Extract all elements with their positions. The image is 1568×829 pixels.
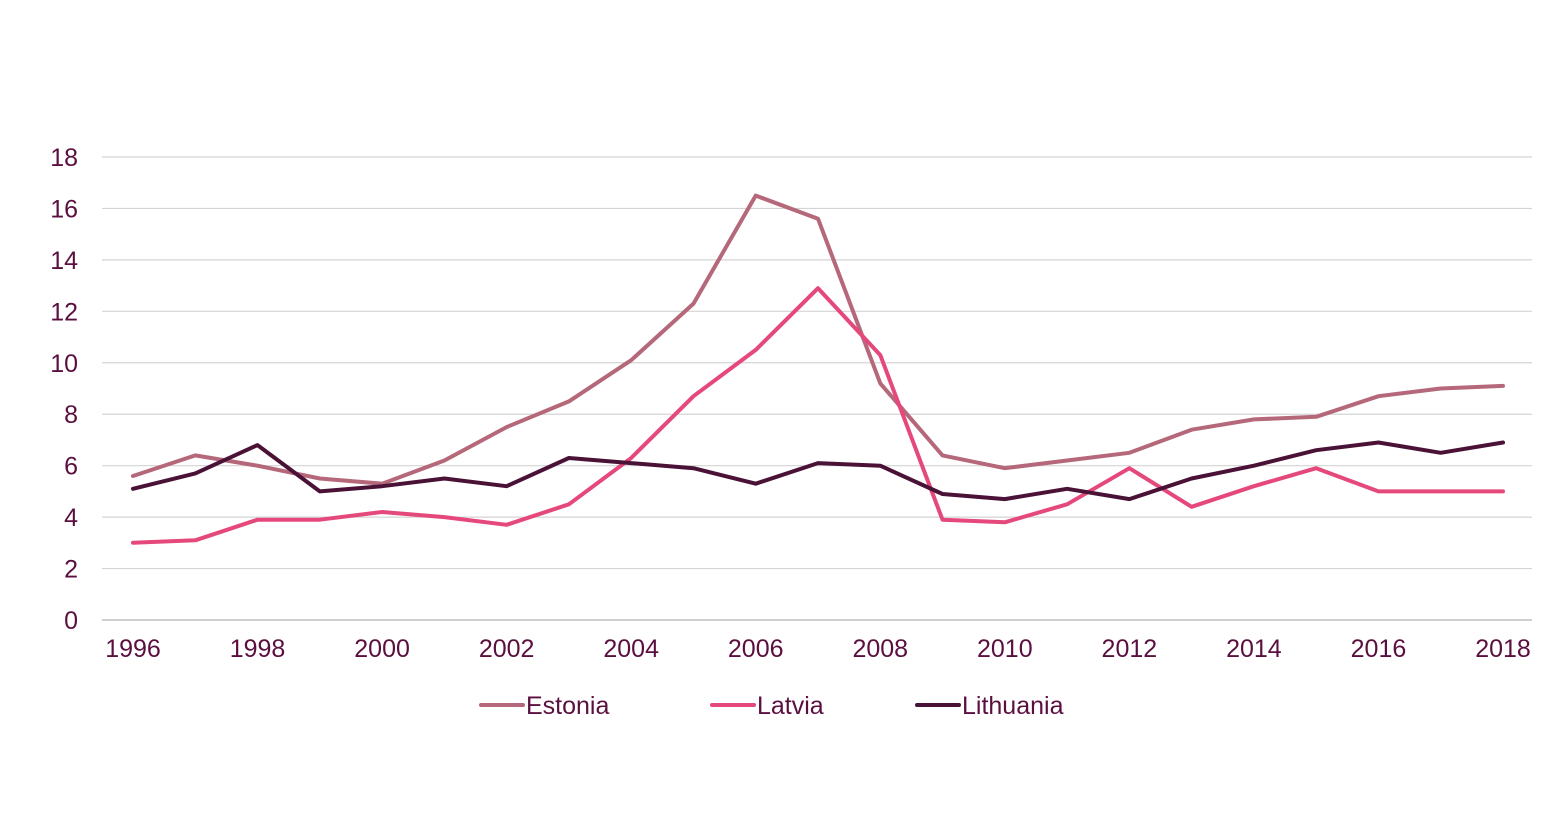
y-tick-label: 4 (64, 504, 78, 532)
y-tick-label: 16 (50, 195, 78, 223)
legend-item-latvia: Latvia (710, 692, 824, 720)
y-tick-label: 8 (64, 401, 78, 429)
legend-label: Lithuania (962, 692, 1064, 720)
y-tick-label: 0 (64, 607, 78, 635)
x-tick-label: 2016 (1351, 635, 1407, 663)
x-tick-label: 2006 (728, 635, 784, 663)
x-tick-label: 1998 (230, 635, 286, 663)
legend-label: Estonia (526, 692, 609, 720)
y-tick-label: 18 (50, 144, 78, 172)
legend-item-estonia: Estonia (479, 692, 609, 720)
series-lines (131, 193, 1505, 545)
legend-item-lithuania: Lithuania (915, 692, 1064, 720)
series-line-lithuania (131, 440, 1505, 502)
x-tick-label: 2008 (852, 635, 908, 663)
series-line-estonia (131, 193, 1505, 486)
x-tick-label: 2018 (1475, 635, 1531, 663)
x-tick-label: 2010 (977, 635, 1033, 663)
x-tick-label: 2002 (479, 635, 535, 663)
x-tick-label: 2012 (1102, 635, 1158, 663)
y-tick-label: 10 (50, 350, 78, 378)
y-tick-label: 6 (64, 453, 78, 481)
x-tick-label: 2014 (1226, 635, 1282, 663)
x-tick-label: 2000 (354, 635, 410, 663)
x-tick-label: 2004 (603, 635, 659, 663)
y-tick-label: 12 (50, 298, 78, 326)
axes: 0 2 4 6 8 10 12 14 16 18 1996 1998 2000 2002 2004 2006 2… (50, 144, 1532, 663)
series-line-latvia (131, 286, 1505, 545)
legend: Estonia Latvia Lithuania (479, 692, 1064, 720)
y-tick-label: 14 (50, 247, 78, 275)
legend-label: Latvia (757, 692, 824, 720)
y-tick-label: 2 (64, 556, 78, 584)
x-tick-label: 1996 (105, 635, 161, 663)
